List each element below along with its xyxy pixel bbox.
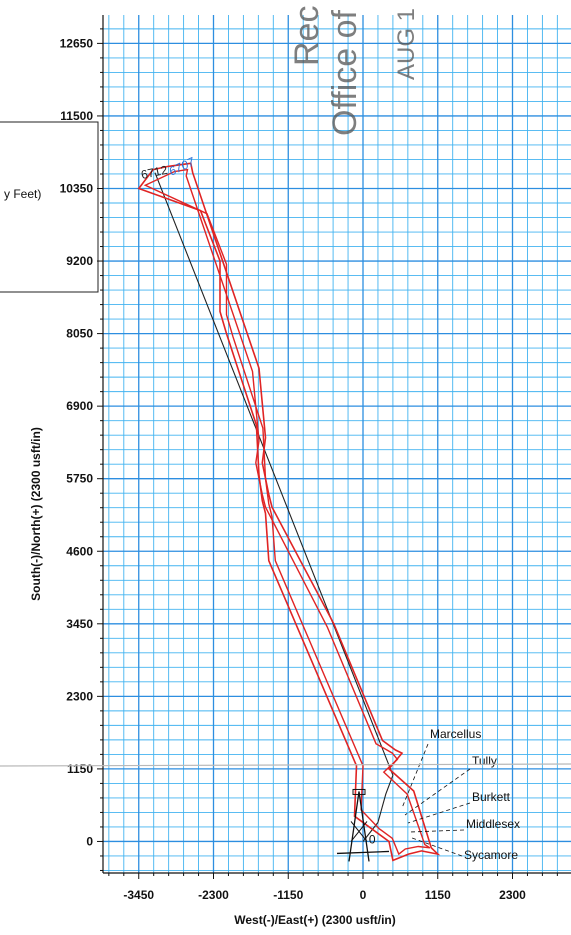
formation-leader-line [404, 768, 471, 816]
formation-label: Tully [472, 754, 497, 768]
scan-artifact-line [0, 763, 571, 767]
x-tick-label: 1150 [425, 888, 451, 902]
grid-major [103, 15, 571, 873]
x-tick-label: 0 [360, 888, 367, 902]
y-tick-label: 4600 [66, 544, 93, 558]
boundary-outline-inner [143, 168, 431, 856]
rig-base [336, 850, 390, 855]
stamp-line-3: AUG 1 [393, 8, 420, 80]
formation-leader-line [411, 837, 463, 857]
formation-label: Marcellus [430, 727, 481, 741]
drilling-rig-icon [336, 788, 390, 862]
y-tick-label: 12650 [60, 36, 94, 50]
rig-leg-right [358, 791, 370, 862]
formation-label: Sycamore [464, 848, 518, 862]
x-tick-label: -2300 [198, 888, 229, 902]
axes [102, 15, 571, 874]
legend-frame [0, 121, 99, 293]
well-label: 6712 [140, 163, 169, 182]
y-tick-label: 10350 [60, 181, 94, 195]
y-tick-label: 1150 [67, 762, 93, 776]
formation-leader-line [407, 802, 471, 824]
y-tick-label: 8050 [66, 327, 93, 341]
legend-box: y Feet) [0, 121, 99, 293]
x-tick-label: -1150 [273, 888, 303, 902]
formation-label: Middlesex [466, 817, 520, 831]
stamp-line-1: Rec [288, 6, 326, 66]
rig-leg-left [348, 791, 360, 862]
wellbore-path-line [154, 172, 394, 842]
x-tick-label: -3450 [123, 888, 154, 902]
received-stamp: Rec Office of AUG 1 [288, 6, 420, 136]
y-tick-label: 3450 [66, 617, 93, 631]
y-tick-label: 5750 [66, 472, 93, 486]
formation-label: Burkett [472, 790, 511, 804]
y-axis-title: South(-)/North(+) (2300 usft/in) [29, 427, 43, 601]
formation-layer: Marcellus Tully Burkett Middlesex Sycamore [401, 727, 520, 862]
origin-label: 0 [369, 832, 376, 846]
rig-crown [352, 788, 366, 795]
y-tick-label: 9200 [66, 254, 93, 268]
rig-brace-2 [350, 821, 368, 842]
x-axis-title: West(-)/East(+) (2300 usft/in) [234, 913, 395, 927]
y-tick-label: 0 [86, 834, 93, 848]
formation-leader-line [401, 743, 429, 809]
y-tick-label: 6900 [66, 399, 93, 413]
formation-leader-line [409, 829, 465, 833]
y-tick-label: 2300 [66, 689, 93, 703]
legend-fragment: y Feet) [4, 187, 41, 201]
y-tick-label: 11500 [60, 109, 93, 123]
x-tick-label: 2300 [499, 888, 526, 902]
grid-minor [103, 15, 571, 873]
stamp-line-2: Office of [326, 9, 364, 136]
series-layer [137, 162, 441, 862]
